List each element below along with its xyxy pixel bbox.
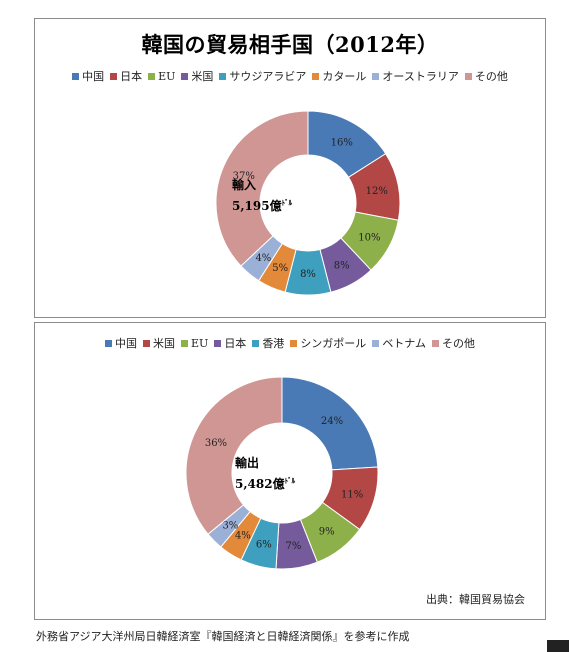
legend-item: 香港	[252, 335, 284, 351]
legend-swatch	[72, 73, 80, 80]
legend-swatch	[105, 340, 112, 347]
import-legend: 中国 日本 EU 米国 サウジアラビア カタール オーストラリア その他	[35, 68, 545, 84]
legend-swatch	[431, 340, 439, 347]
import-chart-panel: 韓国の貿易相手国（2012年） 中国 日本 EU 米国 サウジアラビア カタール オーストラ…	[34, 18, 546, 318]
legend-item: 米国	[143, 335, 175, 351]
import-center-value-row: 5,195億ﾄﾞﾙ	[232, 194, 292, 215]
legend-label: その他	[441, 337, 475, 350]
legend-item: カタール	[312, 68, 366, 84]
legend-label: シンガポール	[300, 337, 367, 350]
legend-item: その他	[431, 335, 475, 351]
import-center-text: 輸入 5,195億ﾄﾞﾙ	[232, 177, 292, 215]
legend-item: EU	[181, 337, 208, 350]
slice-label: 36%	[205, 438, 227, 449]
slice-label: 5%	[272, 263, 288, 274]
export-center-label: 輸出	[235, 456, 260, 470]
slice-label: 3%	[222, 521, 238, 532]
legend-item: 日本	[110, 68, 142, 84]
legend-swatch	[214, 340, 222, 347]
slice-label: 4%	[255, 253, 271, 264]
legend-item: その他	[464, 68, 508, 84]
export-chart-panel: 中国 米国 EU 日本 香港 シンガポール ベトナム その他 24% 11% 9% 7% 6% 4% 3%…	[34, 322, 546, 620]
slice-label: 24%	[321, 416, 343, 427]
legend-label: ベトナム	[382, 337, 426, 350]
import-center-unit: ﾄﾞﾙ	[281, 198, 293, 207]
legend-swatch	[290, 340, 298, 347]
export-donut-chart: 24% 11% 9% 7% 6% 4%3% 36%	[185, 376, 379, 570]
legend-label: 米国	[191, 70, 214, 83]
slice-label: 7%	[285, 541, 301, 552]
import-center-label: 輸入	[232, 178, 257, 192]
legend-item: 米国	[181, 68, 213, 84]
legend-item: 中国	[105, 335, 137, 351]
export-center-unit: ﾄﾞﾙ	[284, 476, 296, 485]
legend-item: オーストラリア	[372, 68, 459, 84]
legend-swatch	[464, 73, 472, 80]
slice-label: 9%	[319, 527, 335, 538]
slice-label: 16%	[331, 138, 353, 149]
donut-slice	[281, 376, 379, 471]
export-center-value: 5,482億	[235, 477, 285, 491]
import-donut-chart: 16% 12% 10% 8% 8% 5%4% 37%	[215, 110, 401, 296]
slice-label: 37%	[233, 171, 255, 182]
legend-label: 日本	[224, 337, 247, 350]
slice-label: 10%	[358, 233, 380, 244]
corner-mark	[547, 640, 569, 652]
donut-slice	[185, 376, 283, 535]
export-legend: 中国 米国 EU 日本 香港 シンガポール ベトナム その他	[35, 335, 545, 351]
source-credit: 出典：韓国貿易協会	[426, 593, 525, 606]
legend-label: カタール	[322, 70, 367, 83]
legend-swatch	[372, 340, 380, 347]
export-center-value-row: 5,482億ﾄﾞﾙ	[235, 472, 295, 493]
legend-label: EU	[158, 70, 176, 83]
chart-title: 韓国の貿易相手国（2012年）	[141, 32, 439, 57]
legend-label: 日本	[120, 70, 143, 83]
import-center-value: 5,195億	[232, 199, 282, 213]
legend-label: 中国	[115, 337, 137, 350]
slice-label: 4%	[235, 531, 251, 542]
legend-label: 中国	[82, 70, 105, 83]
slice-label: 6%	[256, 540, 272, 551]
legend-item: シンガポール	[290, 335, 366, 351]
slice-label: 12%	[366, 186, 388, 197]
export-center-text: 輸出 5,482億ﾄﾞﾙ	[235, 455, 295, 493]
legend-label: EU	[191, 337, 209, 350]
donut-slice	[215, 110, 309, 267]
legend-swatch	[148, 73, 156, 80]
legend-item: EU	[148, 70, 175, 83]
slice-label: 8%	[300, 269, 316, 280]
legend-swatch	[252, 340, 260, 347]
footnote: 外務省アジア大洋州局日韓経済室『韓国経済と日韓経済関係』を参考に作成	[36, 630, 410, 643]
legend-swatch	[312, 73, 320, 80]
legend-item: サウジアラビア	[219, 68, 306, 84]
legend-swatch	[372, 73, 380, 80]
legend-label: オーストラリア	[382, 70, 459, 83]
legend-label: その他	[474, 70, 508, 83]
legend-swatch	[181, 340, 188, 347]
legend-swatch	[110, 73, 118, 80]
legend-swatch	[219, 73, 227, 80]
slice-label: 11%	[341, 489, 363, 500]
legend-swatch	[143, 340, 150, 347]
legend-swatch	[181, 73, 189, 80]
legend-item: 中国	[72, 68, 104, 84]
legend-label: 米国	[153, 337, 175, 350]
slice-label: 8%	[334, 260, 350, 271]
legend-item: ベトナム	[372, 335, 426, 351]
legend-label: 香港	[262, 337, 285, 350]
legend-label: サウジアラビア	[229, 70, 307, 83]
legend-item: 日本	[214, 335, 246, 351]
